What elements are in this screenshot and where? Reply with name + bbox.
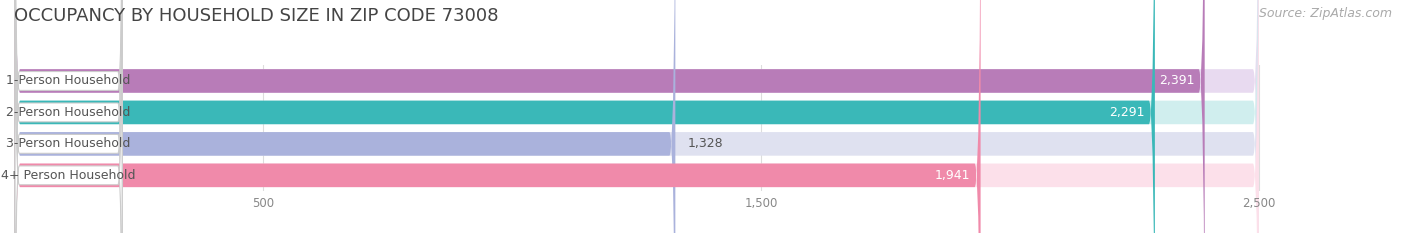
- FancyBboxPatch shape: [14, 0, 675, 233]
- FancyBboxPatch shape: [14, 0, 1258, 233]
- Text: Source: ZipAtlas.com: Source: ZipAtlas.com: [1258, 7, 1392, 20]
- Text: 2,391: 2,391: [1159, 75, 1195, 87]
- Text: 3-Person Household: 3-Person Household: [7, 137, 131, 150]
- Text: 1-Person Household: 1-Person Household: [7, 75, 131, 87]
- FancyBboxPatch shape: [15, 0, 122, 233]
- Text: 1,328: 1,328: [688, 137, 724, 150]
- FancyBboxPatch shape: [15, 0, 122, 233]
- FancyBboxPatch shape: [15, 0, 122, 233]
- Text: 2,291: 2,291: [1109, 106, 1144, 119]
- Text: OCCUPANCY BY HOUSEHOLD SIZE IN ZIP CODE 73008: OCCUPANCY BY HOUSEHOLD SIZE IN ZIP CODE …: [14, 7, 499, 25]
- FancyBboxPatch shape: [14, 0, 1258, 233]
- Text: 4+ Person Household: 4+ Person Household: [1, 169, 136, 182]
- Text: 1,941: 1,941: [935, 169, 970, 182]
- FancyBboxPatch shape: [14, 0, 980, 233]
- FancyBboxPatch shape: [14, 0, 1154, 233]
- FancyBboxPatch shape: [14, 0, 1258, 233]
- FancyBboxPatch shape: [14, 0, 1258, 233]
- Text: 2-Person Household: 2-Person Household: [7, 106, 131, 119]
- FancyBboxPatch shape: [15, 0, 122, 233]
- FancyBboxPatch shape: [14, 0, 1205, 233]
